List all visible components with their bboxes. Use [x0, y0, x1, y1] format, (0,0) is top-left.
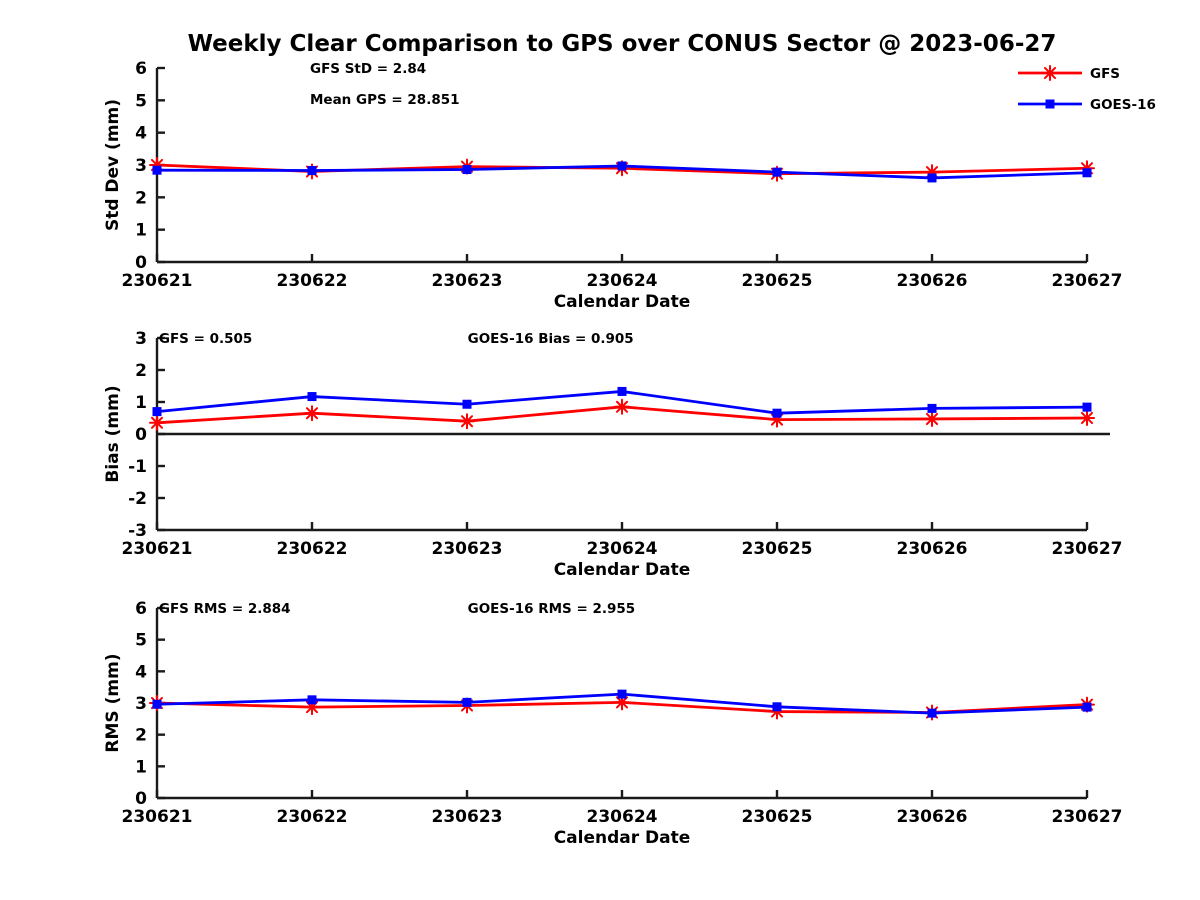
x-tick-label: 230627 [1052, 271, 1123, 291]
x-tick-label: 230626 [897, 271, 968, 291]
x-tick-label: 230623 [432, 539, 503, 559]
marker-goes-16 [307, 165, 317, 175]
y-tick-label: 2 [135, 361, 147, 381]
marker-goes-16 [307, 392, 317, 402]
bias-plot: -3 -2 -1 0 1 2 3 230621 230622 230623 230624 230625… [103, 329, 1122, 580]
marker-goes-16 [1082, 402, 1092, 412]
y-axis-label: RMS (mm) [103, 653, 123, 752]
marker-goes-16 [617, 161, 627, 171]
marker-gfs [459, 413, 475, 430]
x-tick-label: 230623 [432, 271, 503, 291]
legend: GFS GOES-16 [1018, 65, 1156, 113]
marker-gfs [1079, 410, 1095, 426]
marker-goes-16 [152, 699, 162, 709]
rms-plot: 0 1 2 3 4 5 6 230621 230622 230623 230624 230625 230… [103, 599, 1122, 848]
stddev-plot: 0 1 2 3 4 5 6 230621 230622 230623 230624 230625 230… [103, 59, 1122, 312]
x-tick-label: 230622 [277, 807, 348, 827]
x-tick-label: 230621 [122, 271, 193, 291]
marker-gfs [304, 405, 320, 422]
x-axis-label: Calendar Date [554, 292, 691, 312]
marker-goes-16 [152, 407, 162, 417]
x-axis-label: Calendar Date [554, 828, 691, 848]
y-tick-label: 3 [135, 694, 147, 714]
x-tick-label: 230621 [122, 807, 193, 827]
legend-item-goes-16: GOES-16 [1018, 97, 1156, 113]
marker-gfs [614, 398, 630, 415]
y-tick-label: 2 [135, 726, 147, 746]
y-tick-label: 2 [135, 188, 147, 208]
y-tick-label: 1 [135, 757, 147, 777]
y-tick-label: -3 [128, 521, 147, 541]
marker-goes-16 [772, 167, 782, 177]
marker-goes-16 [1082, 168, 1092, 178]
x-tick-label: 230627 [1052, 807, 1123, 827]
annotation: Mean GPS = 28.851 [310, 92, 460, 108]
marker-goes-16 [617, 689, 627, 699]
y-tick-label: 5 [135, 91, 147, 111]
x-tick-label: 230626 [897, 539, 968, 559]
chart-title: Weekly Clear Comparison to GPS over CONU… [187, 31, 1057, 57]
y-axis-label: Std Dev (mm) [103, 99, 123, 231]
marker-goes-16 [1082, 702, 1092, 712]
marker-gfs [614, 694, 630, 711]
marker-goes-16 [927, 173, 937, 183]
y-tick-label: 6 [135, 59, 147, 79]
legend-item-label: GOES-16 [1090, 97, 1156, 113]
x-tick-label: 230623 [432, 807, 503, 827]
x-axis-label: Calendar Date [554, 560, 691, 580]
annotation: GFS RMS = 2.884 [159, 601, 291, 617]
marker-goes-16 [462, 697, 472, 707]
marker-goes-16 [927, 403, 937, 413]
y-tick-label: 6 [135, 599, 147, 619]
y-tick-label: -2 [128, 489, 147, 509]
marker-goes-16 [617, 386, 627, 396]
x-tick-label: 230625 [742, 271, 813, 291]
y-axis-label: Bias (mm) [103, 385, 123, 482]
marker-goes-16 [152, 165, 162, 175]
annotation: GOES-16 Bias = 0.905 [468, 331, 634, 347]
y-tick-label: 4 [135, 124, 147, 144]
y-tick-label: 4 [135, 662, 147, 682]
y-tick-label: -1 [128, 457, 147, 477]
x-tick-label: 230622 [277, 539, 348, 559]
marker-gfs [924, 410, 940, 427]
y-tick-label: 3 [135, 156, 147, 176]
marker-goes-16 [927, 708, 937, 718]
x-tick-label: 230624 [587, 539, 658, 559]
x-tick-label: 230624 [587, 271, 658, 291]
legend-item-gfs: GFS [1018, 65, 1120, 82]
x-tick-label: 230622 [277, 271, 348, 291]
marker-goes-16 [462, 399, 472, 409]
y-tick-label: 0 [135, 789, 147, 809]
legend-marker-asterisk [1042, 65, 1058, 81]
x-tick-label: 230625 [742, 539, 813, 559]
marker-goes-16 [307, 695, 317, 705]
marker-goes-16 [772, 702, 782, 712]
legend-marker-square [1045, 99, 1055, 109]
y-tick-label: 3 [135, 329, 147, 349]
y-tick-label: 1 [135, 393, 147, 413]
x-tick-label: 230621 [122, 539, 193, 559]
x-tick-label: 230624 [587, 807, 658, 827]
y-tick-label: 5 [135, 631, 147, 651]
annotation: GOES-16 RMS = 2.955 [468, 601, 636, 617]
legend-item-label: GFS [1090, 66, 1120, 82]
marker-goes-16 [462, 165, 472, 175]
marker-gfs [149, 414, 165, 431]
y-tick-label: 1 [135, 221, 147, 241]
x-tick-label: 230626 [897, 807, 968, 827]
annotation: GFS = 0.505 [159, 331, 252, 347]
annotation: GFS StD = 2.84 [310, 61, 426, 77]
marker-goes-16 [772, 408, 782, 418]
x-tick-label: 230627 [1052, 539, 1123, 559]
x-tick-label: 230625 [742, 807, 813, 827]
y-tick-label: 0 [135, 425, 147, 445]
y-tick-label: 0 [135, 253, 147, 273]
